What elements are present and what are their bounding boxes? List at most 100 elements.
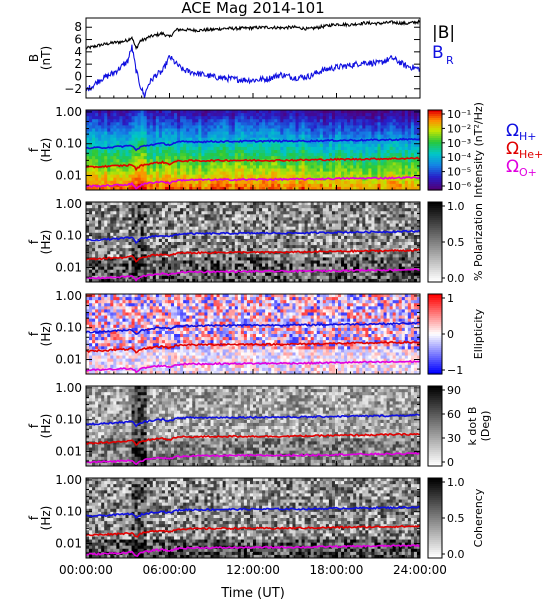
heatmap-cell [161,235,166,240]
heatmap-cell [134,183,139,188]
heatmap-cell [374,122,378,126]
heatmap-cell [265,131,269,136]
heatmap-cell [274,245,278,249]
heatmap-cell [283,174,287,179]
heatmap-cell [268,137,272,142]
heatmap-cell [174,254,178,258]
heatmap-cell [374,113,378,117]
heatmap-cell [392,165,397,169]
heatmap-cell [155,229,160,234]
heatmap-cell [161,168,166,173]
heatmap-cell [207,183,211,188]
heatmap-cell [213,122,218,126]
heatmap-cell [143,226,148,231]
heatmap-cell [386,140,391,145]
heatmap-cell [171,168,175,173]
heatmap-cell [259,165,263,169]
heatmap-cell [152,205,157,209]
heatmap-cell [240,263,245,268]
heatmap-cell [307,272,312,277]
heatmap-cell [161,125,166,129]
heatmap-cell [283,168,287,173]
heatmap-cell [386,110,391,114]
heatmap-cell [89,266,93,271]
heatmap-cell [289,205,293,209]
heatmap-cell [292,119,297,123]
heatmap-cell [277,131,281,136]
heatmap-cell [113,245,117,249]
heatmap-cell [201,174,205,179]
heatmap-cell [186,242,190,246]
heatmap-cell [331,146,336,151]
heatmap-cell [134,257,139,261]
heatmap-cell [401,180,406,185]
heatmap-cell [122,159,126,163]
heatmap-cell [262,248,266,252]
heatmap-cell [180,168,184,173]
heatmap-cell [201,143,205,148]
heatmap-cell [152,140,157,145]
heatmap-cell [222,242,227,246]
heatmap-cell [374,150,378,154]
heatmap-cell [186,208,190,212]
heatmap-cell [140,257,145,261]
heatmap-cell [201,146,205,151]
heatmap-cell [262,162,266,166]
heatmap-cell [210,223,215,228]
heatmap-cell [331,128,336,133]
heatmap-cell [110,177,114,182]
heatmap-cell [347,128,351,133]
heatmap-cell [210,110,215,114]
heatmap-cell [344,143,348,148]
heatmap-cell [380,146,385,151]
heatmap-cell [268,223,272,228]
heatmap-cell [383,122,388,126]
colorbar-segment [428,132,442,135]
heatmap-cell [149,226,154,231]
heatmap-cell [195,223,199,228]
heatmap-cell [125,214,130,218]
heatmap-cell [225,208,230,212]
heatmap-cell [219,171,224,176]
heatmap-cell [286,251,290,255]
heatmap-cell [177,143,181,148]
heatmap-cell [246,248,251,252]
colorbar-segment [428,152,442,155]
heatmap-cell [222,232,227,237]
heatmap-cell [341,134,345,139]
heatmap-cell [213,242,218,246]
heatmap-cell [359,153,363,157]
heatmap-cell [298,140,303,145]
heatmap-cell [174,143,178,148]
heatmap-cell [146,211,151,215]
heatmap-cell [259,229,263,234]
heatmap-cell [231,168,236,173]
heatmap-cell [313,235,318,240]
heatmap-cell [301,110,306,114]
colorbar-segment [428,110,442,113]
heatmap-cell [177,226,181,231]
heatmap-cell [146,214,151,218]
heatmap-cell [377,119,382,123]
heatmap-cell [401,171,406,176]
heatmap-cell [113,110,117,114]
heatmap-cell [216,208,221,212]
heatmap-cell [298,263,303,268]
heatmap-cell [210,208,215,212]
heatmap-cell [107,214,111,218]
heatmap-cell [259,153,263,157]
heatmap-cell [338,137,342,142]
heatmap-cell [313,238,318,243]
heatmap-cell [146,168,151,173]
heatmap-cell [192,242,196,246]
heatmap-cell [140,266,145,271]
heatmap-cell [307,248,312,252]
heatmap-cell [268,208,272,212]
heatmap-cell [407,134,412,139]
heatmap-cell [140,254,145,258]
heatmap-cell [174,146,178,151]
heatmap-cell [104,211,108,215]
heatmap-cell [137,113,142,117]
heatmap-cell [213,238,218,243]
heatmap-cell [338,131,342,136]
